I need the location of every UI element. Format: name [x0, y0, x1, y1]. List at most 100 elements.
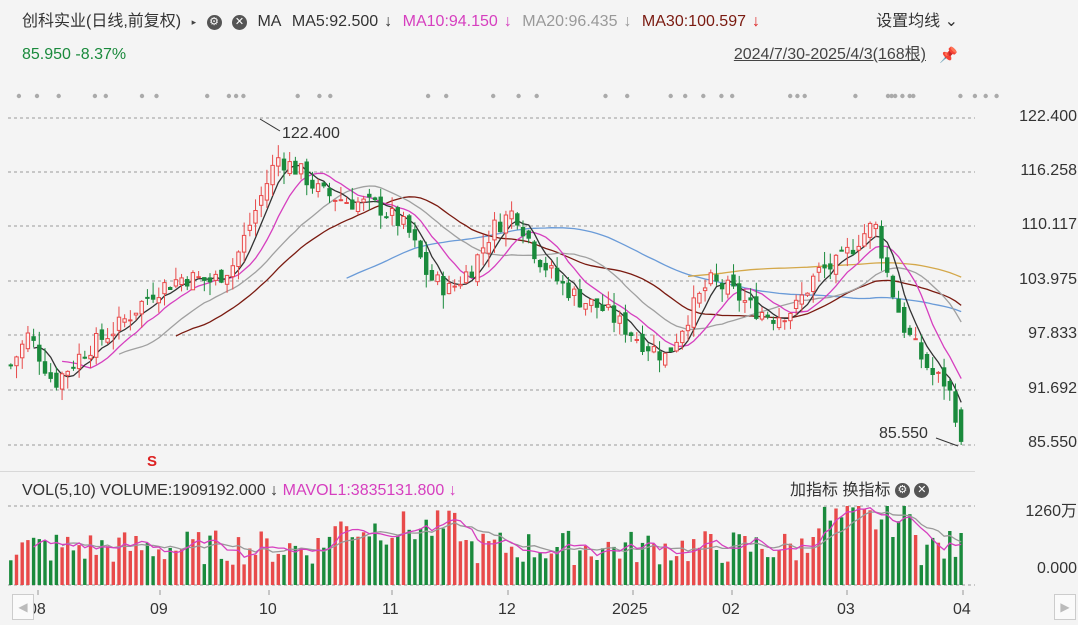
candle-body	[236, 251, 241, 267]
mavol1-line	[33, 506, 962, 558]
nav-left-icon[interactable]: ◀	[12, 594, 34, 620]
pin-icon[interactable]: 📌	[939, 47, 958, 64]
signal-mark-icon: S	[147, 453, 157, 470]
volume-bar	[606, 541, 610, 585]
volume-bar	[925, 544, 929, 585]
candle-body	[572, 288, 577, 297]
volume-bar	[49, 560, 53, 585]
ma5-arrow-icon: ↓	[384, 13, 393, 31]
volume-bar	[908, 514, 912, 585]
vol-title[interactable]: VOL(5,10)	[22, 482, 96, 499]
candle-body	[896, 298, 901, 313]
candle-body	[372, 197, 378, 200]
candle-body	[680, 330, 685, 344]
candle-body	[583, 303, 588, 310]
volume-bar	[361, 532, 366, 585]
switch-indicator-button[interactable]: 换指标	[842, 482, 891, 499]
chart-header: 创科实业(日线,前复权) ▸ ⚙ ✕ MA MA5:92.500 ↓ MA10:9…	[22, 12, 766, 32]
candle-body	[463, 271, 469, 284]
volume-bar	[714, 550, 719, 585]
candle-body	[930, 368, 935, 375]
candle-body	[554, 267, 560, 282]
mavol1-arrow-icon: ↓	[448, 482, 457, 499]
volume-bar	[384, 544, 389, 585]
candle-body	[156, 297, 162, 304]
ma-settings-button[interactable]: 设置均线 ⌄	[876, 12, 958, 32]
volume-bar	[703, 531, 707, 585]
event-marker-icon	[56, 93, 61, 99]
candle-body	[207, 277, 213, 283]
candle-body	[611, 305, 617, 323]
volume-bar	[413, 539, 417, 585]
volume-bar	[862, 508, 867, 585]
volume-settings-gear-icon[interactable]: ⚙	[894, 483, 910, 499]
volume-bar	[191, 539, 195, 585]
event-marker-icon	[668, 93, 673, 99]
candle-body	[623, 312, 628, 335]
ma10-value: MA10:94.150	[402, 13, 498, 31]
volume-bar	[521, 561, 525, 585]
close-icon[interactable]: ✕	[232, 14, 247, 30]
candle-body	[714, 274, 719, 282]
candle-body	[264, 183, 270, 201]
candle-body	[526, 230, 531, 239]
volume-bar	[788, 543, 793, 585]
ma30-arrow-icon: ↓	[752, 13, 760, 31]
volume-bar	[515, 557, 519, 585]
candle-body	[435, 274, 440, 283]
candle-body	[492, 219, 497, 241]
event-marker-icon	[972, 93, 978, 99]
candle-body	[190, 272, 196, 291]
event-marker-icon	[719, 93, 724, 99]
event-marker-icon	[444, 93, 449, 99]
high-price-annotation: 122.400	[282, 125, 340, 142]
volume-bar	[959, 533, 963, 585]
volume-bar	[561, 533, 565, 585]
volume-bar	[697, 547, 702, 585]
volume-bar	[709, 534, 713, 585]
volume-bar	[367, 536, 371, 585]
volume-close-icon[interactable]: ✕	[914, 483, 930, 499]
volume-bar	[276, 553, 280, 585]
ma20-arrow-icon: ↓	[623, 13, 632, 31]
event-marker-icon	[34, 93, 40, 99]
settings-gear-icon[interactable]: ⚙	[206, 14, 222, 30]
candle-body	[361, 198, 366, 203]
volume-bar	[401, 511, 406, 585]
volume-bar	[589, 556, 593, 585]
ma-label[interactable]: MA	[257, 13, 282, 31]
candle-body	[697, 292, 702, 304]
candle-body	[355, 201, 361, 212]
nav-right-icon[interactable]: ▶	[1054, 594, 1076, 620]
candle-body	[105, 338, 110, 343]
volume-bar	[162, 559, 167, 585]
x-axis-label: 12	[498, 601, 516, 618]
volume-bar	[754, 537, 758, 585]
title-dropdown-icon[interactable]: ▸	[191, 17, 197, 27]
volume-bar	[942, 558, 946, 585]
volume-arrow-icon: ↓	[270, 482, 279, 499]
volume-bar	[612, 546, 616, 585]
stock-title[interactable]: 创科实业(日线,前复权)	[22, 13, 182, 31]
candle-body	[737, 283, 742, 301]
candle-body	[577, 289, 583, 308]
x-axis-label: 03	[837, 601, 855, 618]
candle-body	[879, 226, 884, 259]
volume-bar	[339, 521, 343, 585]
volume-bar	[509, 546, 514, 585]
volume-bar	[902, 506, 906, 585]
candle-body	[219, 269, 224, 283]
volume-bar	[737, 534, 741, 585]
volume-bar	[487, 541, 491, 585]
candle-body	[668, 347, 674, 352]
candle-body	[725, 279, 730, 295]
volume-bar	[766, 557, 770, 585]
add-indicator-button[interactable]: 加指标	[790, 482, 839, 499]
volume-bar	[674, 556, 679, 585]
volume-bar	[214, 530, 218, 585]
volume-bar	[760, 548, 764, 585]
event-marker-icon	[103, 93, 109, 99]
date-range-link[interactable]: 2024/7/30-2025/4/3(168根)	[733, 46, 926, 63]
volume-bar	[743, 536, 747, 585]
